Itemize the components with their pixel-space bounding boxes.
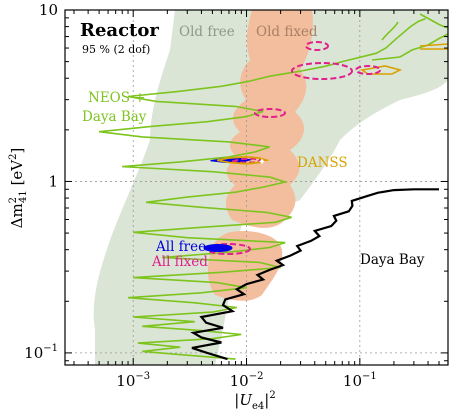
svg-text:Δm241 [eV2]: Δm241 [eV2] (8, 148, 29, 229)
daya-bay-label: Daya Bay (360, 252, 425, 268)
upper-contour-islands (203, 41, 381, 255)
grid-lines (65, 10, 448, 365)
neos-label-line2: Daya Bay (82, 109, 147, 125)
best-fit-marker: ✦ (258, 157, 266, 168)
plot-area: ✦ Reactor 95 % (2 dof) Old free Old fixe… (65, 10, 448, 365)
y-axis-title: Δm241 [eV2] (8, 148, 29, 229)
old-fixed-region (207, 10, 313, 301)
x-axis-title: |Ue4|2 (234, 390, 275, 412)
all-free-label: All free (155, 239, 206, 255)
neos-daya-bay-contour (99, 17, 426, 360)
plot-frame (64, 9, 449, 366)
y-tick-label: 10 (39, 1, 58, 19)
danss-contour (216, 155, 270, 165)
daya-bay-contour (190, 188, 439, 361)
chart-title: Reactor (80, 20, 159, 41)
old-free-label: Old free (179, 24, 235, 40)
all-fixed-label: All fixed (151, 254, 208, 270)
neos-label-line1: NEOS + (88, 90, 146, 106)
chart-subtitle: 95 % (2 dof) (82, 43, 150, 56)
y-tick-label: 1 (48, 172, 58, 190)
danss-label: DANSS (297, 155, 348, 171)
old-fixed-label: Old fixed (256, 24, 318, 40)
svg-text:|Ue4|2: |Ue4|2 (234, 390, 275, 412)
axis-ticks (65, 9, 448, 365)
